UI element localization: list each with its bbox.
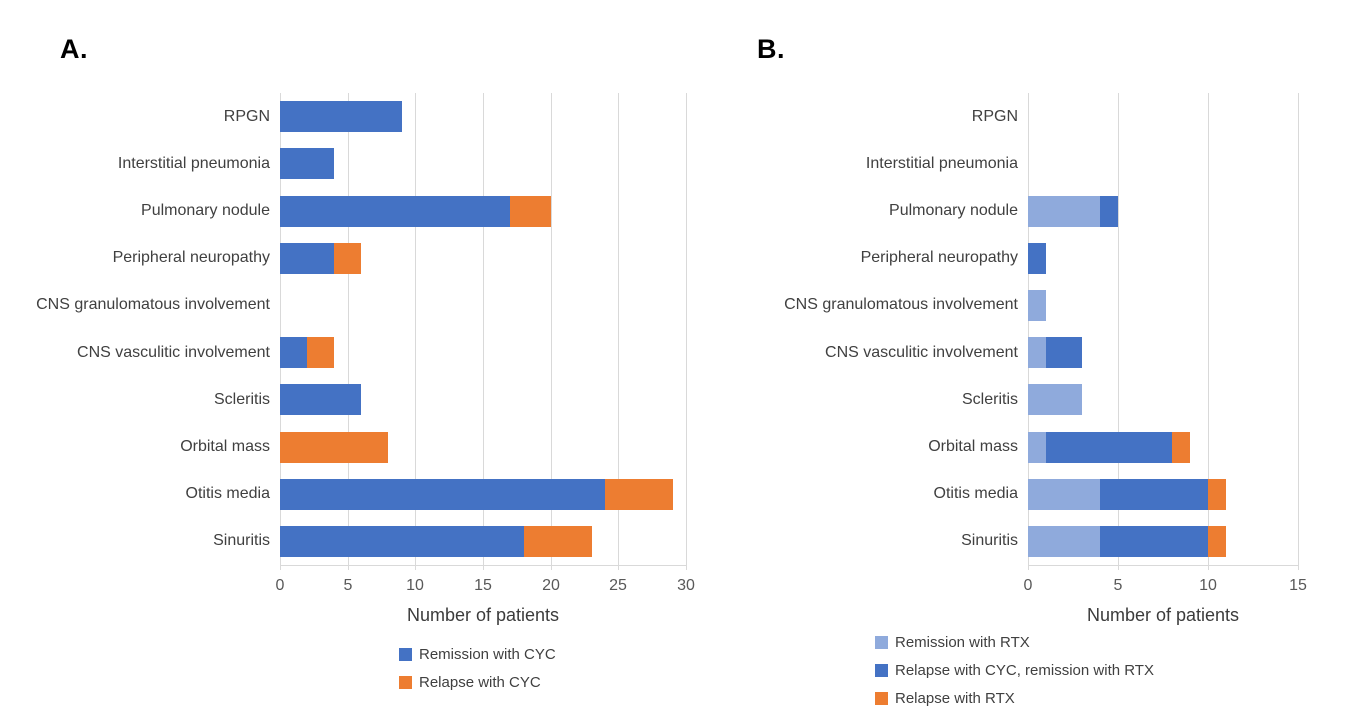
category-label: Peripheral neuropathy — [112, 249, 270, 266]
bar-segment — [1046, 337, 1082, 368]
x-tick-label: 5 — [343, 577, 353, 594]
x-tick-label: 0 — [1023, 577, 1033, 594]
category-label: Interstitial pneumonia — [117, 155, 270, 172]
category-label: Orbital mass — [180, 438, 270, 455]
legend-swatch — [875, 664, 888, 677]
x-axis-line — [1028, 565, 1298, 566]
bar-segment — [280, 479, 605, 510]
legend-item-label: Relapse with CYC — [419, 674, 541, 691]
bar-segment — [1028, 290, 1046, 321]
gridline — [415, 93, 416, 570]
x-tick-label: 0 — [275, 577, 285, 594]
bar-segment — [1028, 243, 1046, 274]
x-axis-title: Number of patients — [406, 605, 560, 625]
legend-item-label: Relapse with RTX — [895, 690, 1015, 707]
category-label: RPGN — [223, 108, 270, 125]
x-tick-label: 5 — [1113, 577, 1123, 594]
bar-segment — [280, 196, 510, 227]
bar-segment — [510, 196, 551, 227]
bar-segment — [334, 243, 361, 274]
chart-a-legend: Remission with CYC Relapse with CYC — [399, 646, 556, 691]
category-label: Scleritis — [213, 391, 270, 408]
category-label: CNS granulomatous involvement — [36, 296, 270, 313]
x-tick-label: 30 — [677, 577, 695, 594]
category-label: CNS granulomatous involvement — [784, 296, 1018, 313]
bar-segment — [1208, 526, 1226, 557]
bar-segment — [280, 243, 334, 274]
bar-segment — [1028, 432, 1046, 463]
panel-label-a: A. — [60, 34, 88, 64]
legend-item: Relapse with RTX — [875, 690, 1154, 707]
panel-label-b: B. — [757, 34, 785, 64]
gridline — [551, 93, 552, 570]
bar-segment — [280, 384, 361, 415]
legend-item: Relapse with CYC — [399, 674, 556, 691]
bar-segment — [1028, 196, 1100, 227]
bar-segment — [1172, 432, 1190, 463]
bar-segment — [307, 337, 334, 368]
x-axis-line — [280, 565, 686, 566]
category-label: Orbital mass — [928, 438, 1018, 455]
gridline — [280, 93, 281, 570]
legend-item-label: Remission with CYC — [419, 646, 556, 663]
category-label: Pulmonary nodule — [141, 202, 270, 219]
bar-segment — [605, 479, 673, 510]
chart-a-plot-area: 0 5 10 15 20 25 30 RPGN Interstitial pneumonia Pu… — [36, 93, 695, 625]
legend-item-label: Relapse with CYC, remission with RTX — [895, 662, 1154, 679]
legend-item-label: Remission with RTX — [895, 634, 1030, 651]
gridline — [483, 93, 484, 570]
gridline — [686, 93, 687, 570]
bar-segment — [280, 337, 307, 368]
bar-segment — [524, 526, 592, 557]
bar-segment — [1028, 384, 1082, 415]
gridline — [1298, 93, 1299, 570]
category-label: Pulmonary nodule — [889, 202, 1018, 219]
legend-item: Remission with CYC — [399, 646, 556, 663]
category-label: Sinuritis — [961, 532, 1018, 549]
gridline — [1208, 93, 1209, 570]
bar-segment — [1046, 432, 1172, 463]
gridline — [618, 93, 619, 570]
legend-swatch — [875, 636, 888, 649]
gridline — [1118, 93, 1119, 570]
category-label: Interstitial pneumonia — [865, 155, 1018, 172]
bar-segment — [1028, 526, 1100, 557]
gridline — [348, 93, 349, 570]
x-tick-label: 10 — [1199, 577, 1217, 594]
legend-swatch — [875, 692, 888, 705]
chart-b-legend: Remission with RTX Relapse with CYC, remi… — [875, 634, 1154, 707]
x-tick-label: 20 — [542, 577, 560, 594]
x-axis-title: Number of patients — [1086, 605, 1240, 625]
legend-item: Relapse with CYC, remission with RTX — [875, 662, 1154, 679]
bar-segment — [1028, 479, 1100, 510]
x-tick-label: 15 — [474, 577, 492, 594]
category-label: Otitis media — [933, 485, 1018, 502]
category-label: RPGN — [971, 108, 1018, 125]
bar-segment — [1208, 479, 1226, 510]
category-label: Scleritis — [961, 391, 1018, 408]
gridline — [1028, 93, 1029, 570]
chart-b-plot-area: 0 5 10 15 RPGN Interstitial pneumonia Pulmonar… — [784, 93, 1307, 625]
x-tick-label: 25 — [609, 577, 627, 594]
bar-segment — [1100, 196, 1118, 227]
category-label: CNS vasculitic involvement — [825, 344, 1018, 361]
bar-segment — [1100, 526, 1208, 557]
bar-segment — [280, 148, 334, 179]
legend-swatch — [399, 648, 412, 661]
bar-segment — [280, 526, 524, 557]
category-label: CNS vasculitic involvement — [77, 344, 270, 361]
x-tick-label: 10 — [406, 577, 424, 594]
legend-item: Remission with RTX — [875, 634, 1154, 651]
x-tick-label: 15 — [1289, 577, 1307, 594]
bar-segment — [1100, 479, 1208, 510]
category-label: Peripheral neuropathy — [860, 249, 1018, 266]
bar-segment — [1028, 337, 1046, 368]
bar-segment — [280, 101, 402, 132]
category-label: Otitis media — [185, 485, 270, 502]
bar-segment — [280, 432, 388, 463]
category-label: Sinuritis — [213, 532, 270, 549]
legend-swatch — [399, 676, 412, 689]
